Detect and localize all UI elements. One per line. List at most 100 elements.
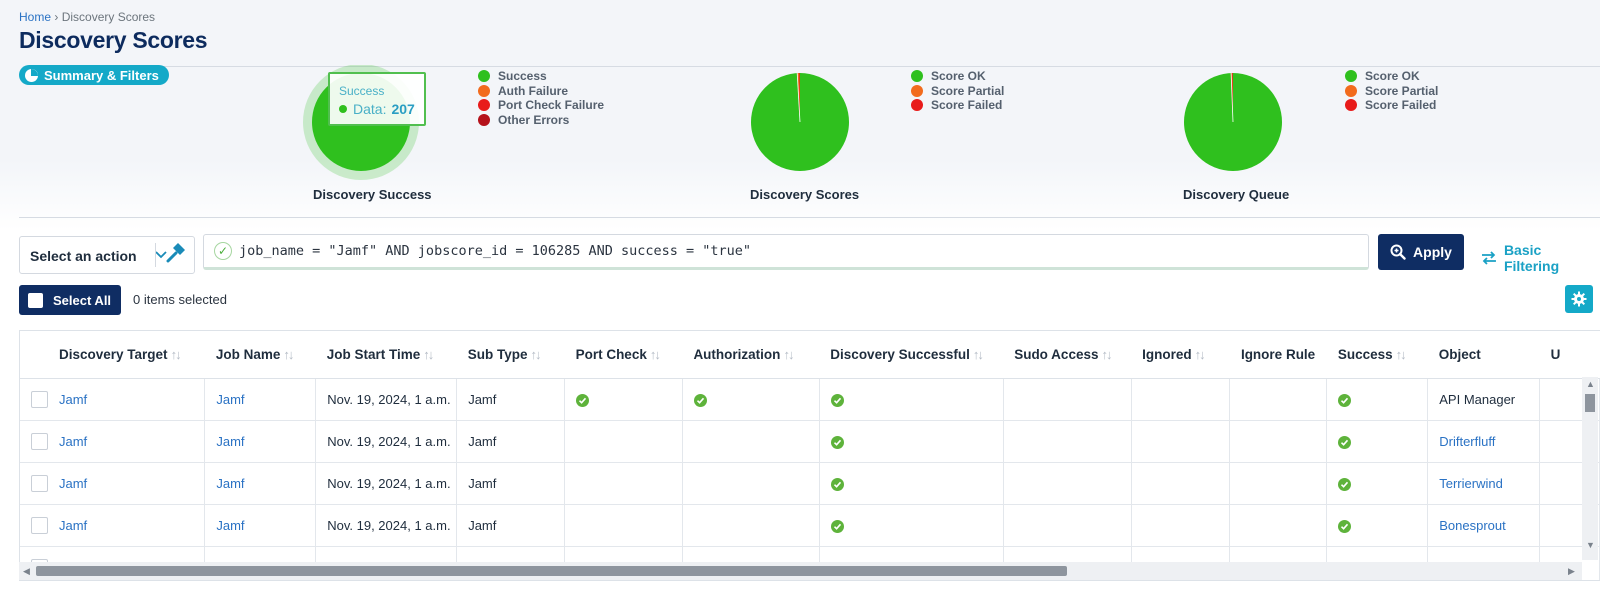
row-checkbox[interactable] xyxy=(31,475,48,492)
ignore-rule-cell xyxy=(1230,421,1327,463)
check-icon xyxy=(831,436,844,449)
legend-item[interactable]: Score Partial xyxy=(1345,84,1438,99)
scroll-down-arrow[interactable]: ▼ xyxy=(1586,540,1595,550)
column-header[interactable]: Ignored ↑↓ xyxy=(1131,331,1230,379)
success-cell xyxy=(1327,379,1428,421)
check-icon xyxy=(1338,478,1351,491)
table-row[interactable]: Jamf Jamf Nov. 19, 2024, 1 a.m. Jamf API Man… xyxy=(20,379,1600,421)
query-text[interactable]: job_name = "Jamf" AND jobscore_id = 1062… xyxy=(239,243,751,259)
vertical-scrollbar[interactable]: ▲ ▼ xyxy=(1582,377,1598,560)
horizontal-scrollbar[interactable]: ◀ ▶ xyxy=(19,562,1582,580)
select-all-button[interactable]: Select All xyxy=(19,285,121,315)
table-row[interactable]: Jamf Jamf Nov. 19, 2024, 1 a.m. Jamf Drifter… xyxy=(20,421,1600,463)
legend-label: Other Errors xyxy=(498,113,569,127)
horizontal-scroll-thumb[interactable] xyxy=(36,566,1067,576)
discovery-target-link[interactable]: Jamf xyxy=(59,434,87,449)
column-header[interactable]: Job Name ↑↓ xyxy=(205,331,316,379)
discovery-scores-pie[interactable] xyxy=(750,72,850,172)
object-value: API Manager xyxy=(1439,392,1515,407)
legend-label: Score Failed xyxy=(931,98,1002,112)
discovery-scores-legend: Score OK Score Partial Score Failed xyxy=(911,69,1004,113)
column-label: Success xyxy=(1338,347,1393,362)
job-name-link[interactable]: Jamf xyxy=(216,518,244,533)
discovery-queue-pie[interactable] xyxy=(1183,72,1283,172)
action-select[interactable]: Select an action xyxy=(19,236,195,274)
object-value[interactable]: Terrierwind xyxy=(1439,476,1503,491)
column-header[interactable]: Discovery Target ↑↓ xyxy=(48,331,205,379)
breadcrumb-home-link[interactable]: Home xyxy=(19,10,51,24)
ignored-cell xyxy=(1131,463,1230,505)
discovery-target-link[interactable]: Jamf xyxy=(59,476,87,491)
column-header[interactable]: Sub Type ↑↓ xyxy=(457,331,565,379)
tooltip-value: 207 xyxy=(391,101,414,117)
search-plus-icon xyxy=(1390,244,1406,260)
table-row[interactable]: Jamf Jamf Nov. 19, 2024, 1 a.m. Jamf Bonespr… xyxy=(20,505,1600,547)
row-checkbox[interactable] xyxy=(31,517,48,534)
sort-icon[interactable]: ↑↓ xyxy=(423,347,432,362)
legend-item[interactable]: Score OK xyxy=(1345,69,1438,84)
sort-icon[interactable]: ↑↓ xyxy=(283,347,292,362)
summary-filters-button[interactable]: Summary & Filters xyxy=(19,65,169,85)
object-value[interactable]: Bonesprout xyxy=(1439,518,1506,533)
job-name-link[interactable]: Jamf xyxy=(216,392,244,407)
legend-item[interactable]: Port Check Failure xyxy=(478,98,604,113)
row-checkbox[interactable] xyxy=(31,391,48,408)
table-settings-button[interactable] xyxy=(1565,285,1593,313)
column-header[interactable]: Success ↑↓ xyxy=(1327,331,1428,379)
sort-icon[interactable]: ↑↓ xyxy=(783,347,792,362)
legend-item[interactable]: Score Partial xyxy=(911,84,1004,99)
legend-item[interactable]: Other Errors xyxy=(478,113,604,128)
check-icon xyxy=(1338,520,1351,533)
sort-icon[interactable]: ↑↓ xyxy=(1396,347,1405,362)
column-header[interactable]: Job Start Time ↑↓ xyxy=(316,331,457,379)
basic-filtering-link[interactable]: Basic Filtering xyxy=(1481,242,1600,274)
scroll-up-arrow[interactable]: ▲ xyxy=(1586,379,1595,389)
column-label: Discovery Successful xyxy=(830,347,970,362)
apply-label: Apply xyxy=(1413,244,1452,260)
column-header[interactable]: Sudo Access ↑↓ xyxy=(1003,331,1131,379)
sort-icon[interactable]: ↑↓ xyxy=(171,347,180,362)
job-start-time-cell: Nov. 19, 2024, 1 a.m. xyxy=(316,505,457,547)
vertical-scroll-thumb[interactable] xyxy=(1585,394,1595,412)
scroll-left-arrow[interactable]: ◀ xyxy=(23,566,30,577)
discovery-target-link[interactable]: Jamf xyxy=(59,392,87,407)
job-name-link[interactable]: Jamf xyxy=(216,476,244,491)
legend-item[interactable]: Success xyxy=(478,69,604,84)
query-input[interactable]: ✓ job_name = "Jamf" AND jobscore_id = 10… xyxy=(203,234,1369,270)
column-header[interactable]: Authorization ↑↓ xyxy=(682,331,819,379)
legend-item[interactable]: Score Failed xyxy=(911,98,1004,113)
job-start-time-cell: Nov. 19, 2024, 1 a.m. xyxy=(316,463,457,505)
sort-icon[interactable]: ↑↓ xyxy=(530,347,539,362)
job-name-link[interactable]: Jamf xyxy=(216,434,244,449)
row-checkbox-cell xyxy=(20,505,48,547)
pie-chart-icon xyxy=(25,69,38,82)
legend-item[interactable]: Score Failed xyxy=(1345,98,1438,113)
tooltip-series-dot xyxy=(339,105,347,113)
gear-icon xyxy=(1571,291,1587,307)
legend-item[interactable]: Score OK xyxy=(911,69,1004,84)
legend-label: Success xyxy=(498,69,547,83)
column-header[interactable]: Port Check ↑↓ xyxy=(565,331,683,379)
sort-icon[interactable]: ↑↓ xyxy=(650,347,659,362)
column-label: Ignore Rule xyxy=(1241,347,1315,362)
scroll-right-arrow[interactable]: ▶ xyxy=(1568,566,1575,577)
tooltip-title: Success xyxy=(339,84,424,98)
sort-icon[interactable]: ↑↓ xyxy=(1101,347,1110,362)
sort-icon[interactable]: ↑↓ xyxy=(1195,347,1204,362)
row-checkbox[interactable] xyxy=(31,433,48,450)
discovery-target-link[interactable]: Jamf xyxy=(59,518,87,533)
sub-type-cell: Jamf xyxy=(457,421,565,463)
legend-swatch xyxy=(478,85,490,97)
apply-button[interactable]: Apply xyxy=(1378,234,1464,270)
port-check-cell xyxy=(565,505,683,547)
table-row[interactable]: Jamf Jamf Nov. 19, 2024, 1 a.m. Jamf Terrier… xyxy=(20,463,1600,505)
hammer-icon[interactable] xyxy=(164,242,186,264)
column-header[interactable]: Discovery Successful ↑↓ xyxy=(819,331,1003,379)
tooltip-label: Data: xyxy=(353,101,386,117)
object-value[interactable]: Drifterfluff xyxy=(1439,434,1495,449)
legend-label: Score OK xyxy=(1365,69,1420,83)
legend-item[interactable]: Auth Failure xyxy=(478,84,604,99)
sort-icon[interactable]: ↑↓ xyxy=(973,347,982,362)
legend-swatch xyxy=(478,70,490,82)
success-cell xyxy=(1327,421,1428,463)
